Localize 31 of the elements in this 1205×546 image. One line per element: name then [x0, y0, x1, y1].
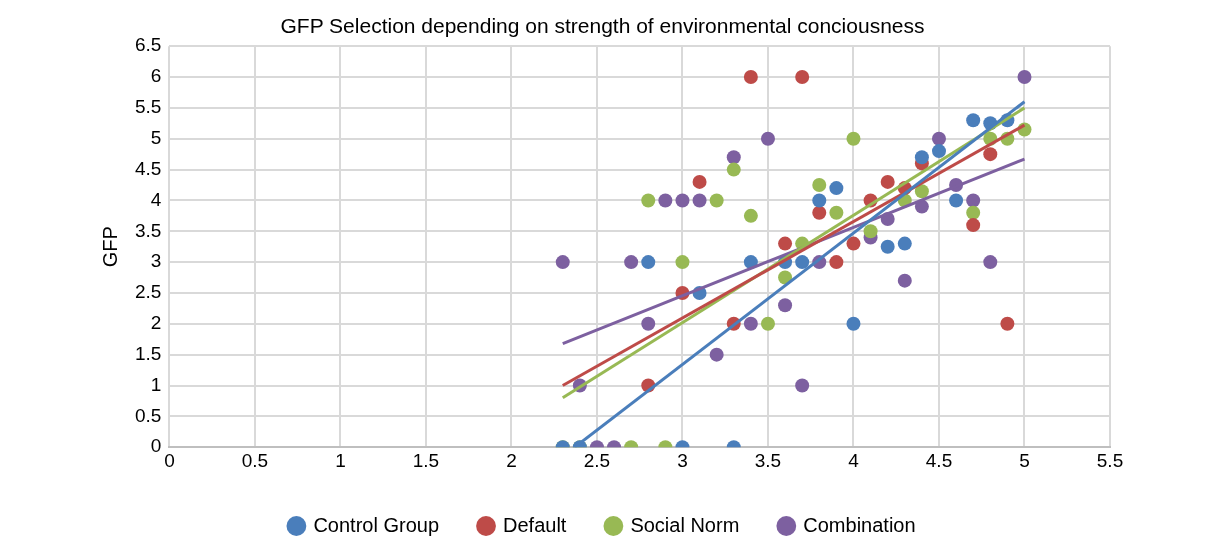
chart-title: GFP Selection depending on strength of environmental conciousness	[280, 14, 925, 38]
legend-label: Default	[503, 513, 567, 536]
y-tick-label: 3	[150, 250, 162, 272]
y-tick-label: 2	[150, 312, 162, 334]
y-tick-label: 4	[150, 188, 162, 210]
y-tick-label: 6	[150, 65, 162, 87]
x-tick-label: 4	[848, 449, 860, 471]
y-tick-label: 4.5	[134, 157, 162, 179]
x-tick-label: 4.5	[925, 449, 953, 471]
y-tick-label: 0	[150, 435, 162, 457]
x-tick-label: 2.5	[583, 449, 611, 471]
y-tick-label: 0.5	[134, 404, 162, 426]
x-tick-label: 2	[506, 449, 517, 471]
x-tick-label: 3.5	[754, 449, 782, 471]
legend-label: Control Group	[313, 513, 440, 536]
y-axis-title: GFP	[98, 226, 121, 268]
legend-label: Combination	[803, 513, 916, 536]
x-tick-label: 5	[1019, 449, 1030, 471]
x-tick-label: 0.5	[241, 449, 269, 471]
x-tick-label: 3	[677, 449, 688, 471]
x-tick-label: 1	[335, 449, 346, 471]
y-tick-label: 5	[150, 126, 162, 148]
x-tick-label: 1.5	[412, 449, 440, 471]
y-tick-label: 1	[150, 373, 162, 395]
x-tick-label: 5.5	[1096, 449, 1124, 471]
y-tick-label: 5.5	[134, 96, 162, 118]
legend-label: Social Norm	[630, 513, 740, 536]
y-tick-label: 6.5	[134, 34, 162, 56]
y-tick-label: 1.5	[134, 342, 162, 364]
y-tick-label: 3.5	[134, 219, 162, 241]
y-tick-label: 2.5	[134, 281, 162, 303]
